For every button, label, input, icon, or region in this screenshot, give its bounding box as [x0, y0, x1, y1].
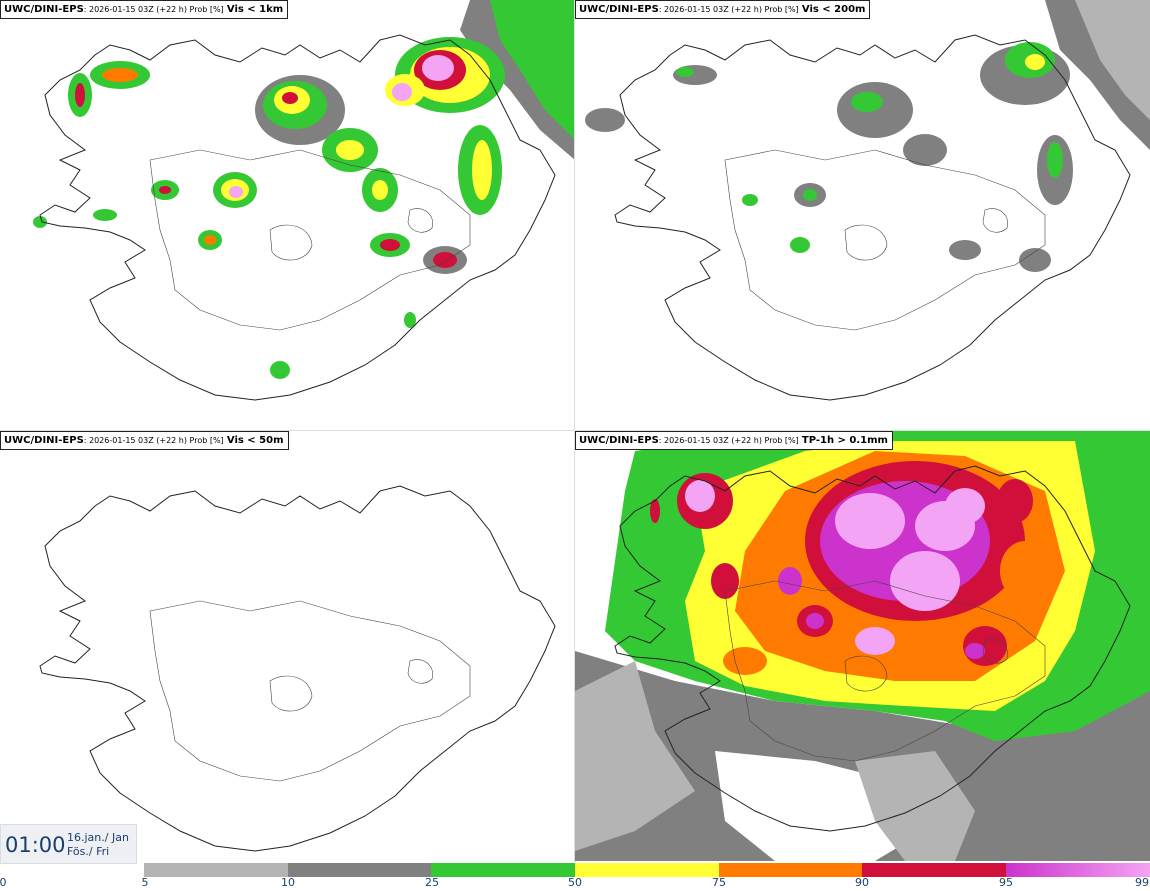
- legend-segment-50-75: [575, 863, 719, 877]
- land-probability-field: [643, 451, 1065, 681]
- legend-segment-95-99: [1006, 863, 1150, 877]
- legend-segment-10-25: [288, 863, 431, 877]
- legend-tick: 5: [141, 876, 149, 889]
- legend-tick: 0: [0, 876, 7, 889]
- panel-divider-horizontal: [0, 430, 1150, 431]
- map-panel-tp1h: UWC/DINI-EPS: 2026-01-15 03Z (+22 h) Pro…: [575, 431, 1150, 861]
- probability-map: [585, 0, 1150, 401]
- model-name: UWC/DINI-EPS: [4, 435, 84, 446]
- panel-divider-vertical: [574, 0, 575, 862]
- model-name: UWC/DINI-EPS: [4, 4, 84, 15]
- run-info: : 2026-01-15 03Z (+22 h) Prob [%]: [658, 5, 799, 14]
- panel-title: UWC/DINI-EPS: 2026-01-15 03Z (+22 h) Pro…: [0, 0, 289, 19]
- legend-tick: 50: [568, 876, 582, 889]
- probability-map: [39, 485, 556, 852]
- variable-name: Vis < 200m: [801, 4, 866, 15]
- variable-name: TP-1h > 0.1mm: [801, 435, 888, 446]
- legend-tick: 99: [1135, 876, 1149, 889]
- valid-time-box: 01:00 16.jan./ Jan Fös./ Fri: [0, 824, 137, 864]
- legend-tick: 25: [425, 876, 439, 889]
- land-probability-field: [33, 37, 505, 379]
- panel-title: UWC/DINI-EPS: 2026-01-15 03Z (+22 h) Pro…: [575, 431, 893, 450]
- run-info: : 2026-01-15 03Z (+22 h) Prob [%]: [658, 436, 799, 445]
- valid-date: 16.jan./ Jan Fös./ Fri: [67, 831, 129, 859]
- variable-name: Vis < 50m: [226, 435, 284, 446]
- model-name: UWC/DINI-EPS: [579, 435, 659, 446]
- legend-tick: 95: [999, 876, 1013, 889]
- run-info: : 2026-01-15 03Z (+22 h) Prob [%]: [83, 436, 224, 445]
- coastline: [39, 485, 556, 852]
- land-probability-field: [673, 42, 1073, 272]
- legend-tick: 75: [712, 876, 726, 889]
- legend-segment-75-90: [719, 863, 862, 877]
- legend-segment-25-50: [431, 863, 575, 877]
- valid-time-clock: 01:00: [5, 833, 66, 857]
- panel-title: UWC/DINI-EPS: 2026-01-15 03Z (+22 h) Pro…: [0, 431, 289, 450]
- glacier-outlines: [724, 149, 1046, 331]
- probability-legend: [144, 863, 1150, 877]
- legend-tick: 90: [855, 876, 869, 889]
- run-info: : 2026-01-15 03Z (+22 h) Prob [%]: [83, 5, 224, 14]
- legend-segment-90-95: [862, 863, 1006, 877]
- legend-tick: 10: [281, 876, 295, 889]
- legend-segment-5-10: [144, 863, 288, 877]
- ocean-probability-field: [460, 0, 575, 160]
- model-name: UWC/DINI-EPS: [579, 4, 659, 15]
- panel-title: UWC/DINI-EPS: 2026-01-15 03Z (+22 h) Pro…: [575, 0, 871, 19]
- probability-map: [33, 0, 575, 401]
- map-panel-vis-50m: UWC/DINI-EPS: 2026-01-15 03Z (+22 h) Pro…: [0, 431, 575, 861]
- valid-date-line: 16.jan./ Jan: [67, 831, 129, 844]
- probability-map: [575, 431, 1150, 861]
- glacier-outlines: [149, 600, 471, 782]
- valid-day-line: Fös./ Fri: [67, 845, 110, 858]
- variable-name: Vis < 1km: [226, 4, 284, 15]
- map-panel-vis-1km: UWC/DINI-EPS: 2026-01-15 03Z (+22 h) Pro…: [0, 0, 575, 430]
- map-panel-vis-200m: UWC/DINI-EPS: 2026-01-15 03Z (+22 h) Pro…: [575, 0, 1150, 430]
